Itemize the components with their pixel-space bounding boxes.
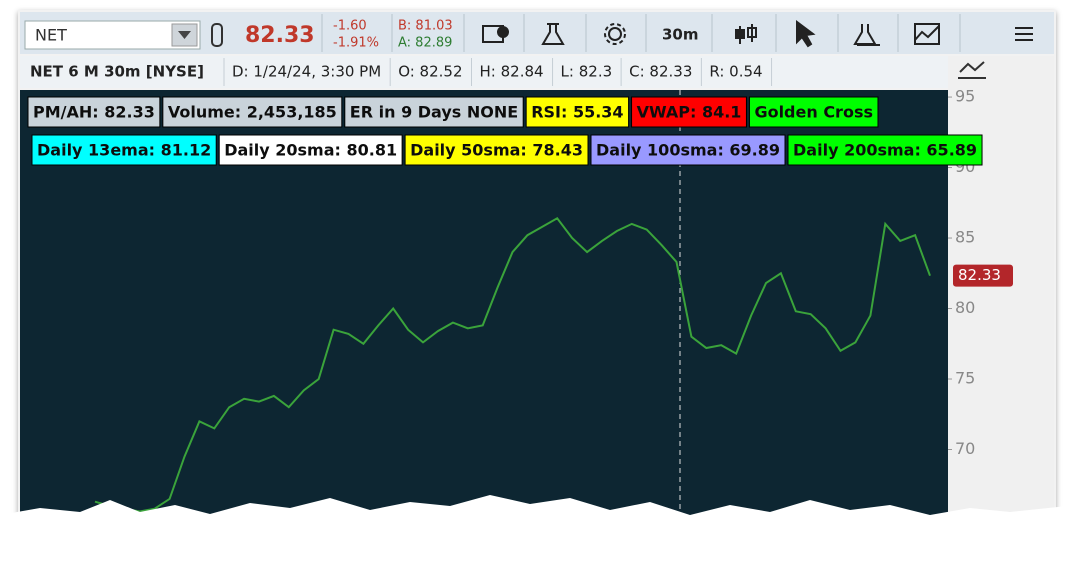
link-icon[interactable]	[211, 23, 223, 47]
study-label: Daily 50sma: 78.43	[410, 141, 583, 160]
study-label: PM/AH: 82.33	[33, 103, 155, 122]
study-label-box	[31, 134, 217, 166]
axis-icon[interactable]	[958, 61, 986, 79]
study-label-box	[787, 134, 983, 166]
y-tick-label: 70	[955, 439, 975, 458]
chart-name: NET 6 M 30m [NYSE]	[30, 63, 204, 81]
study-label: Daily 100sma: 69.89	[596, 141, 780, 160]
chart-header	[20, 56, 948, 88]
toolbar-icons[interactable]	[482, 20, 1033, 48]
timeframe[interactable]: 30m	[662, 26, 699, 44]
y-tick-label: 75	[955, 369, 975, 388]
study-label: VWAP: 84.1	[637, 103, 742, 122]
header-field: C: 82.33	[629, 63, 692, 81]
study-label: Golden Cross	[754, 103, 873, 122]
header-field: L: 82.3	[561, 63, 613, 81]
study-label-box	[748, 96, 879, 128]
study-label-box	[631, 96, 747, 128]
study-label: Volume: 2,453,185	[168, 103, 337, 122]
ask: A: 82.89	[398, 36, 452, 51]
header-field: O: 82.52	[398, 63, 462, 81]
y-tick-label: 80	[955, 298, 975, 317]
bid: B: 81.03	[398, 19, 453, 34]
header-field: R: 0.54	[709, 63, 762, 81]
study-label-box	[344, 96, 524, 128]
price-line	[94, 216, 931, 513]
window: NET 82.33 -1.60 -1.91% B: 81.03 A: 82.89…	[18, 10, 1056, 540]
study-label-box	[590, 134, 786, 166]
symbol-box[interactable]	[24, 20, 201, 50]
price-axis	[948, 56, 1054, 536]
header-field: D: 1/24/24, 3:30 PM	[232, 63, 381, 81]
study-label-box	[162, 96, 343, 128]
y-tick-label: 95	[955, 87, 975, 106]
torn-edge	[0, 495, 1077, 570]
symbol: NET	[35, 26, 67, 45]
change-pct: -1.91%	[333, 36, 379, 51]
study-label: Daily 13ema: 81.12	[37, 141, 211, 160]
last-price-label: 82.33	[958, 266, 1001, 284]
header-field: H: 82.84	[480, 63, 544, 81]
last-price: 82.33	[245, 23, 315, 48]
study-label: ER in 9 Days NONE	[350, 103, 518, 122]
study-label: RSI: 55.34	[531, 103, 623, 122]
study-label-box	[218, 134, 403, 166]
study-label-box	[525, 96, 630, 128]
y-tick-label: 85	[955, 228, 975, 247]
change: -1.60	[333, 19, 367, 34]
study-label-box	[27, 96, 161, 128]
study-label: Daily 200sma: 65.89	[793, 141, 977, 160]
study-label-box	[404, 134, 589, 166]
last-price-box	[953, 264, 1013, 287]
toolbar-separators	[463, 14, 961, 52]
study-label: Daily 20sma: 80.81	[224, 141, 397, 160]
